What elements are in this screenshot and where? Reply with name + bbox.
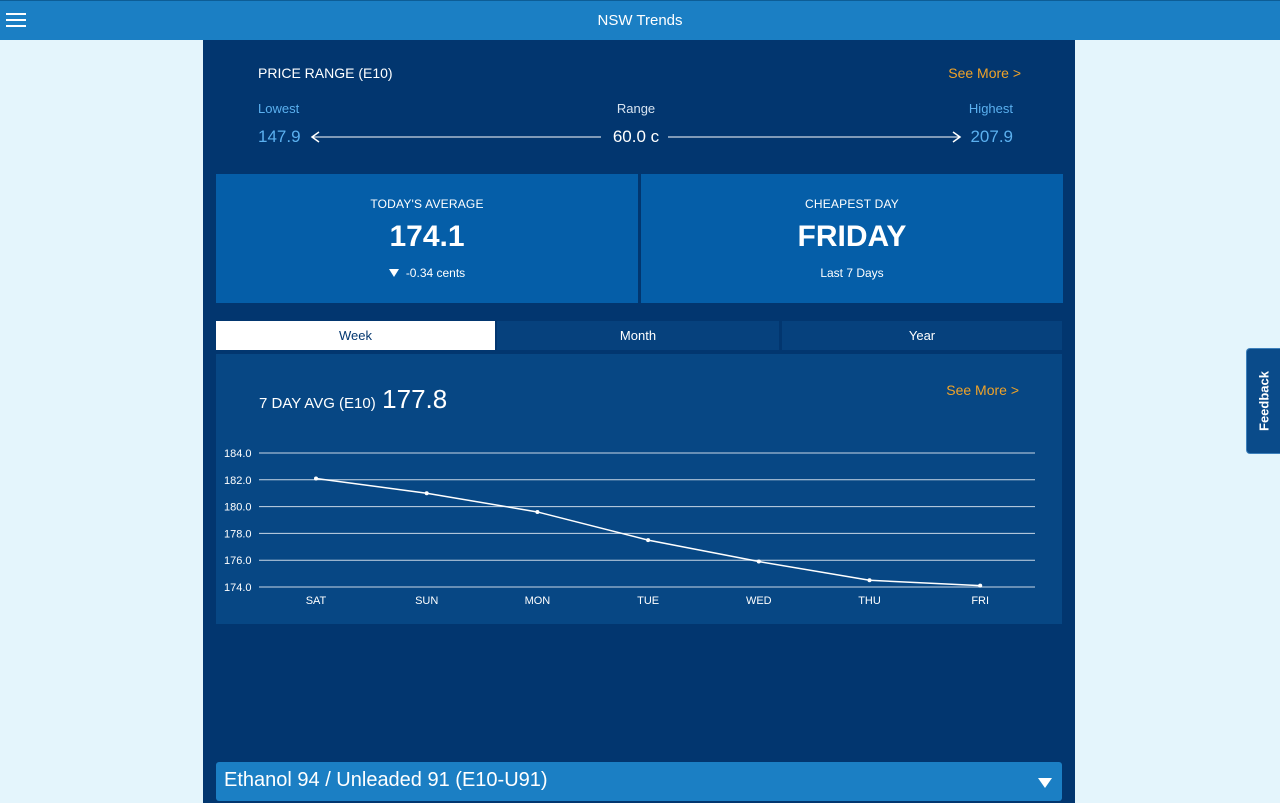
y-tick-label: 174.0 xyxy=(224,582,252,594)
series-line xyxy=(315,477,981,587)
todays-average-change: -0.34 cents xyxy=(216,266,638,280)
y-tick-label: 178.0 xyxy=(224,528,252,540)
app-title: NSW Trends xyxy=(597,12,683,29)
cheapest-day-card: CHEAPEST DAY FRIDAY Last 7 Days xyxy=(641,174,1063,303)
range-label: Range xyxy=(616,101,656,116)
chart-see-more-link[interactable]: See More > xyxy=(946,382,1019,398)
main-panel: PRICE RANGE (E10) See More > Lowest Rang… xyxy=(203,40,1075,803)
todays-average-value: 174.1 xyxy=(389,220,465,253)
data-point xyxy=(978,583,983,588)
y-tick-label: 176.0 xyxy=(224,555,252,567)
range-arrows xyxy=(310,131,962,143)
data-point xyxy=(314,476,318,481)
highest-value: 207.9 xyxy=(970,127,1013,146)
hamburger-menu-icon[interactable] xyxy=(6,11,28,31)
chart-panel: 7 DAY AVG (E10) 177.8 See More > 184.0 18… xyxy=(216,354,1062,624)
seven-day-average: 7 DAY AVG (E10) 177.8 xyxy=(259,384,447,415)
price-range-title: PRICE RANGE (E10) xyxy=(258,65,393,81)
price-range-see-more-link[interactable]: See More > xyxy=(948,65,1021,81)
x-tick-label: FRI xyxy=(971,595,989,607)
y-tick-label: 184.0 xyxy=(224,448,252,460)
lowest-label: Lowest xyxy=(258,101,300,116)
data-point xyxy=(646,538,651,543)
cheapest-day-sub: Last 7 Days xyxy=(820,266,884,280)
tab-month[interactable]: Month xyxy=(497,321,779,350)
x-tick-label: SAT xyxy=(306,595,327,607)
data-point xyxy=(867,578,872,583)
data-point xyxy=(535,509,540,514)
fuel-type-select[interactable]: Ethanol 94 / Unleaded 91 (E10-U91) xyxy=(216,762,1062,801)
arrow-left-icon xyxy=(310,131,320,143)
top-bar: NSW Trends xyxy=(0,0,1280,40)
todays-average-card: TODAY'S AVERAGE 174.1 -0.34 cents xyxy=(216,174,638,303)
y-tick-label: 182.0 xyxy=(224,475,252,487)
feedback-tab[interactable]: Feedback xyxy=(1246,348,1280,454)
data-point xyxy=(756,559,761,564)
line-chart: 184.0 182.0 180.0 178.0 176.0 174.0 SAT SUN MON T… xyxy=(224,448,1035,607)
tab-week[interactable]: Week xyxy=(216,321,495,350)
y-tick-label: 180.0 xyxy=(224,502,252,514)
todays-average-change-text: -0.34 cents xyxy=(405,266,466,280)
x-tick-label: SUN xyxy=(415,595,438,607)
lowest-value: 147.9 xyxy=(258,127,301,146)
todays-average-label: TODAY'S AVERAGE xyxy=(370,197,484,211)
cheapest-day-value: FRIDAY xyxy=(797,220,907,253)
x-tick-label: WED xyxy=(746,595,772,607)
cheapest-day-label: CHEAPEST DAY xyxy=(805,197,899,211)
tab-year[interactable]: Year xyxy=(782,321,1062,350)
highest-label: Highest xyxy=(968,101,1013,116)
x-tick-label: THU xyxy=(858,595,881,607)
arrow-right-icon xyxy=(952,131,962,143)
triangle-down-icon xyxy=(388,269,399,277)
data-point xyxy=(424,491,429,496)
x-tick-label: TUE xyxy=(637,595,659,607)
range-value: 60.0 c xyxy=(612,127,660,146)
x-tick-label: MON xyxy=(525,595,551,607)
seven-day-average-value: 177.8 xyxy=(382,384,448,414)
seven-day-average-label: 7 DAY AVG (E10) xyxy=(259,395,376,412)
fuel-type-label: Ethanol 94 / Unleaded 91 (E10-U91) xyxy=(224,769,548,791)
caret-down-icon xyxy=(1038,778,1052,788)
feedback-label: Feedback xyxy=(1256,371,1271,431)
